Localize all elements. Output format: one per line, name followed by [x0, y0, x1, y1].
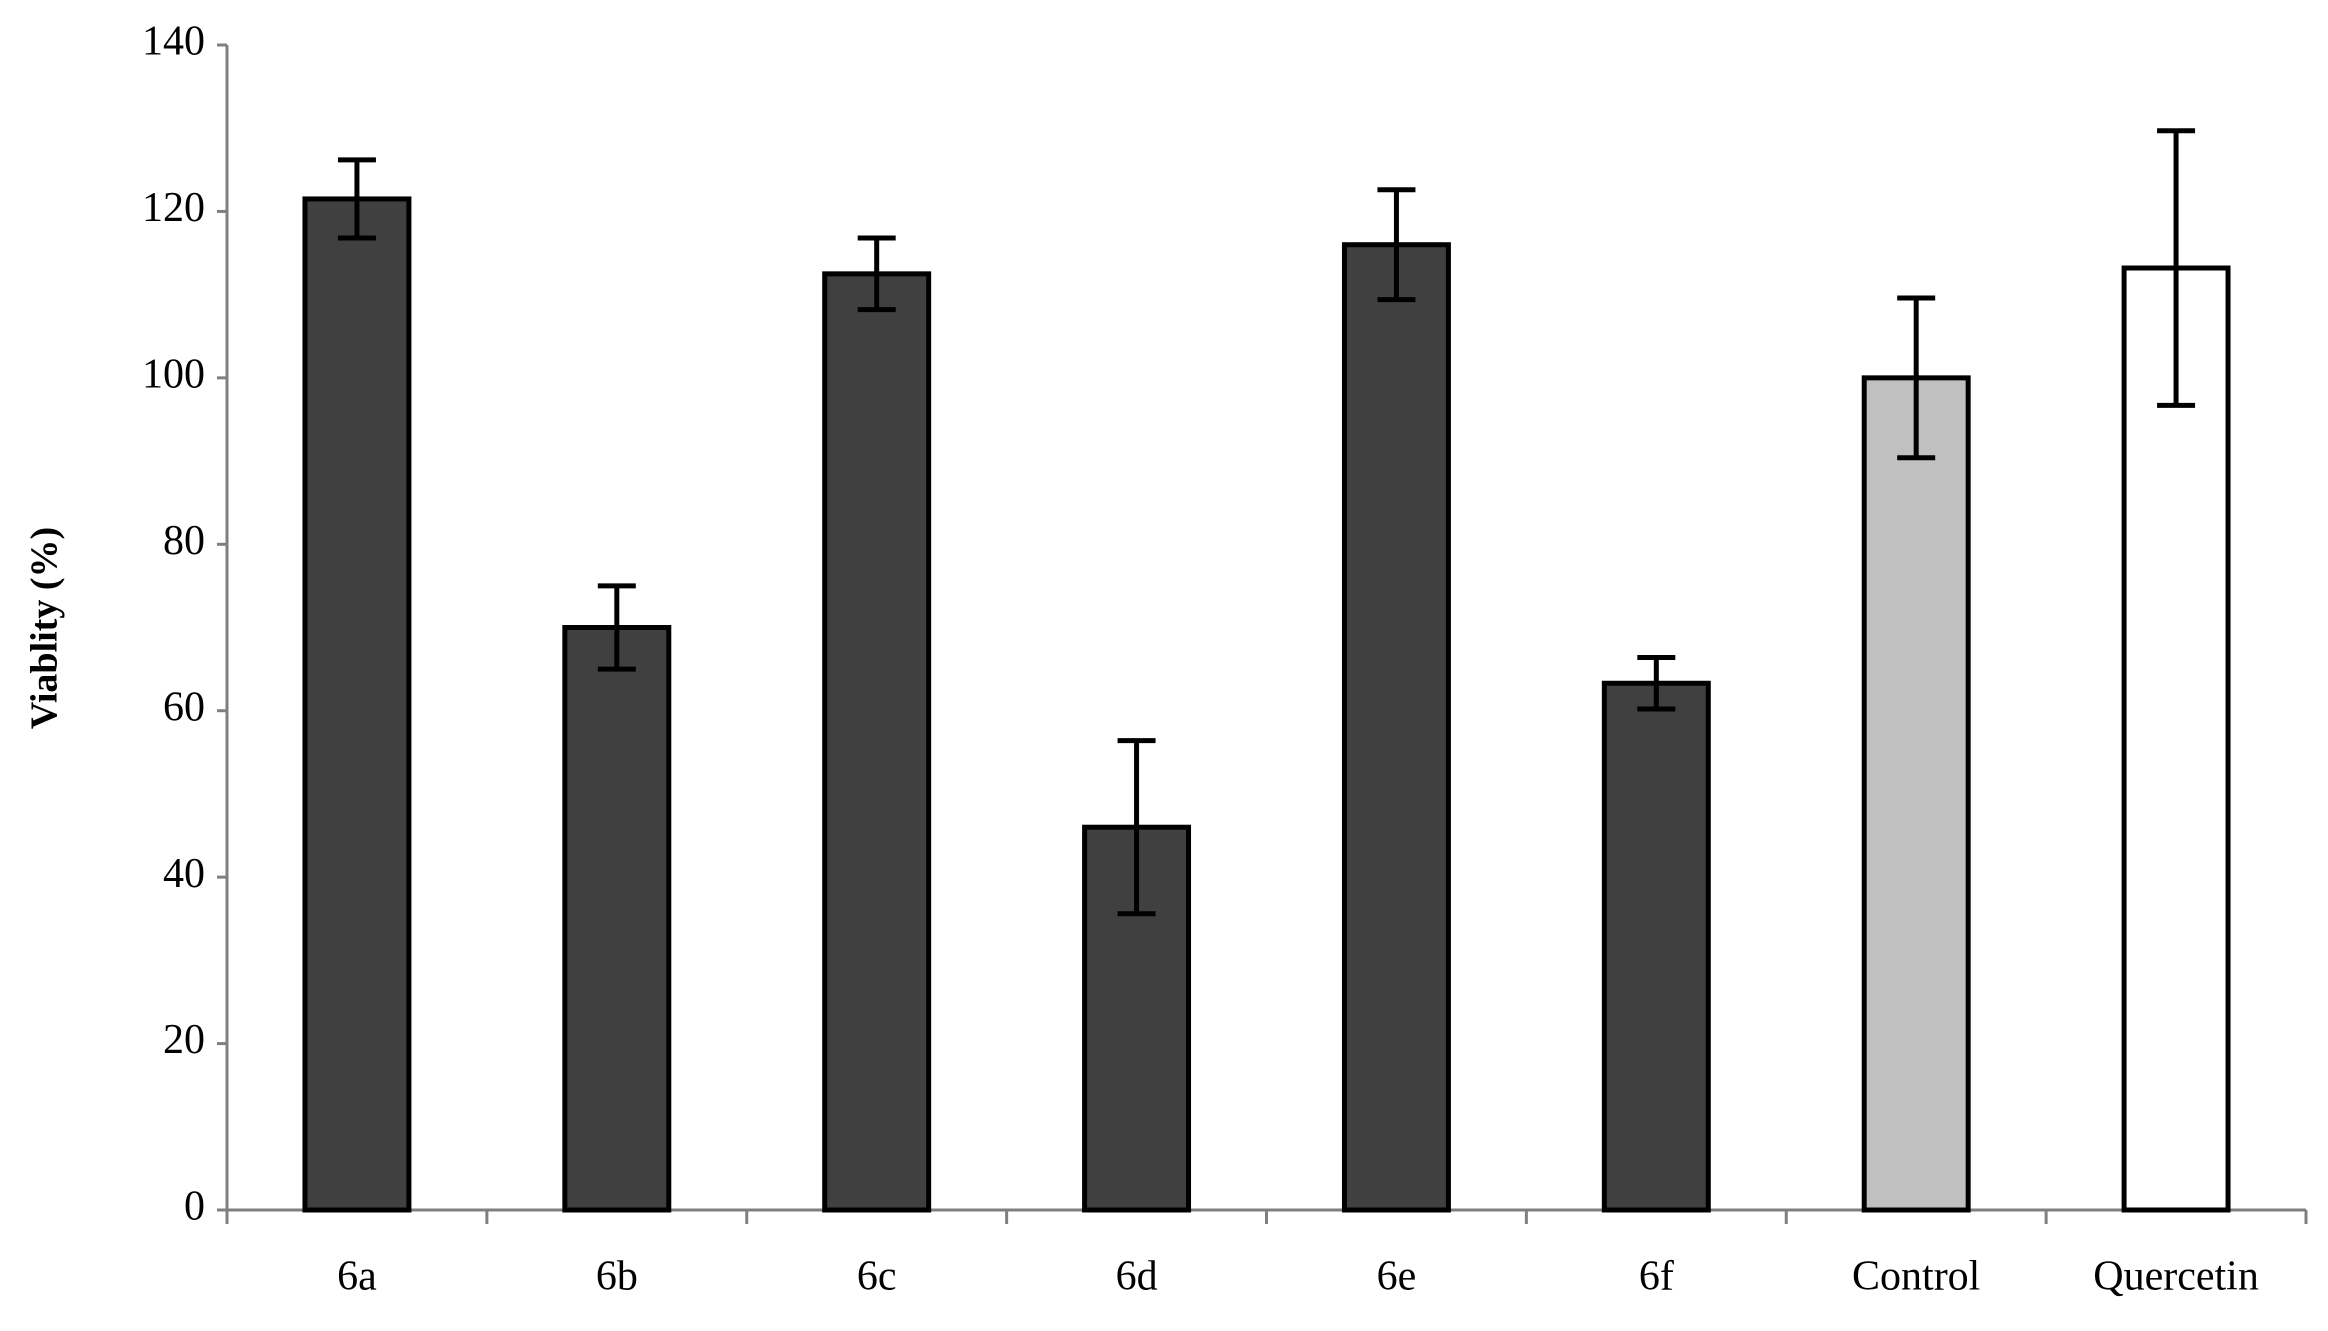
y-tick-label: 140	[142, 19, 205, 65]
x-tick-label: 6b	[596, 1254, 638, 1300]
x-tick-label: 6e	[1377, 1254, 1417, 1300]
x-tick-label: 6d	[1116, 1254, 1158, 1300]
bar	[562, 625, 672, 1213]
y-tick-label: 100	[142, 351, 205, 397]
bar	[822, 271, 932, 1213]
error-bar	[2157, 128, 2196, 408]
y-tick-label: 60	[163, 684, 205, 730]
bar	[302, 196, 412, 1213]
error-bar	[1637, 654, 1676, 712]
error-bar	[1117, 738, 1156, 917]
bar	[1601, 680, 1711, 1213]
y-axis-label: Viablity (%)	[24, 527, 66, 729]
bar	[1861, 375, 1971, 1213]
error-bar	[1377, 187, 1416, 303]
x-tick-label: 6c	[857, 1254, 897, 1300]
y-tick-label: 40	[163, 851, 205, 897]
y-tick-label: 120	[142, 185, 205, 231]
error-bar	[1897, 295, 1936, 461]
y-tick-label: 0	[184, 1184, 205, 1230]
y-tick-label: 80	[163, 518, 205, 564]
bar	[2121, 265, 2231, 1213]
error-bar	[597, 583, 636, 672]
error-bar	[337, 157, 376, 241]
x-tick-label: 6f	[1639, 1254, 1674, 1300]
bar	[1341, 242, 1451, 1213]
error-bar	[857, 235, 896, 313]
x-tick-label: Control	[1852, 1254, 1980, 1300]
x-tick-label: 6a	[337, 1254, 377, 1300]
y-tick-label: 20	[163, 1017, 205, 1063]
x-tick-label: Quercetin	[2093, 1254, 2259, 1300]
